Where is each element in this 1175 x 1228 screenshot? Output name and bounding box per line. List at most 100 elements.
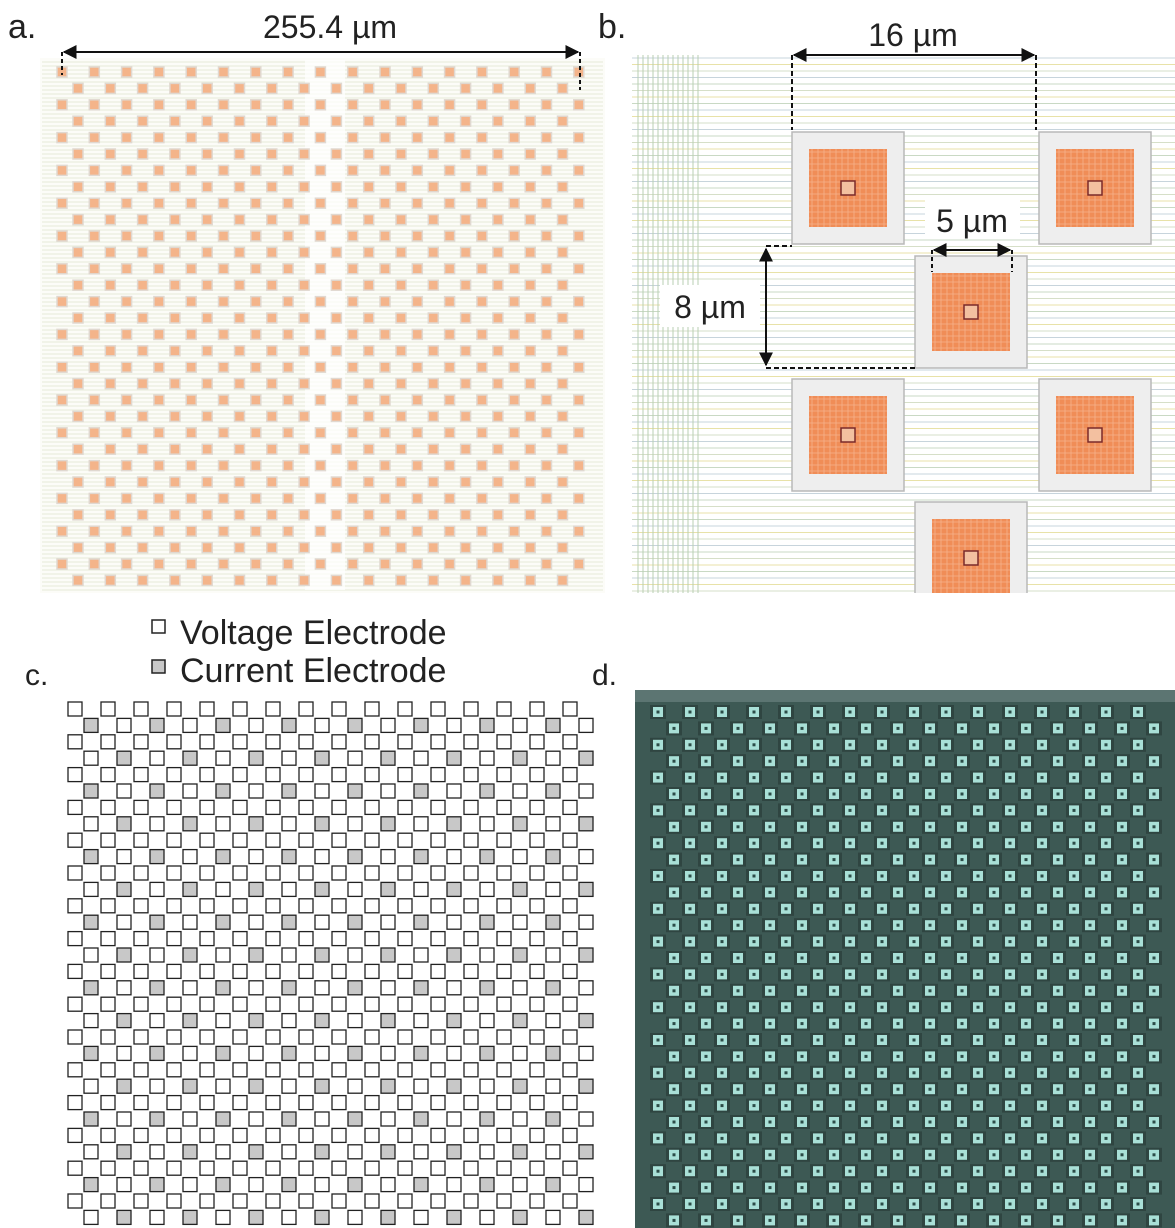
via	[945, 842, 948, 845]
via	[1025, 1219, 1028, 1222]
voltage-electrode	[315, 915, 329, 929]
current-electrode	[150, 1046, 164, 1060]
electrode-pad	[202, 247, 212, 257]
current-electrode	[315, 1014, 329, 1028]
via	[1121, 1121, 1124, 1124]
current-electrode	[348, 1046, 362, 1060]
electrode-pad	[558, 575, 568, 585]
voltage-electrode	[546, 1145, 560, 1159]
electrode-pad	[267, 116, 277, 126]
current-electrode	[414, 1178, 428, 1192]
via	[897, 1055, 900, 1058]
current-electrode	[117, 882, 131, 896]
via	[737, 1121, 740, 1124]
electrode-pad	[89, 362, 99, 372]
electrode-pad	[509, 231, 519, 241]
via	[897, 727, 900, 730]
via	[817, 1137, 820, 1140]
electrode-pad	[380, 231, 390, 241]
via	[897, 989, 900, 992]
via	[801, 1219, 804, 1222]
electrode-pad	[315, 100, 325, 110]
via	[1025, 957, 1028, 960]
electrode-pad	[396, 182, 406, 192]
via	[865, 989, 868, 992]
voltage-electrode	[233, 997, 247, 1011]
voltage-electrode	[414, 882, 428, 896]
voltage-electrode	[398, 833, 412, 847]
electrode-pad	[235, 346, 245, 356]
via	[1121, 989, 1124, 992]
voltage-electrode	[398, 1063, 412, 1077]
voltage-electrode	[200, 800, 214, 814]
via	[737, 989, 740, 992]
electrode-pad	[89, 198, 99, 208]
via	[1105, 711, 1108, 714]
via	[897, 957, 900, 960]
electrode-pad	[73, 247, 83, 257]
via	[961, 1219, 964, 1222]
via	[1073, 940, 1076, 943]
via	[785, 711, 788, 714]
via	[1121, 793, 1124, 796]
electrode-pad	[89, 264, 99, 274]
via	[1041, 842, 1044, 845]
voltage-electrode	[200, 735, 214, 749]
voltage-electrode	[563, 1194, 577, 1208]
electrode-pad	[315, 559, 325, 569]
voltage-electrode	[530, 1161, 544, 1175]
via	[705, 793, 708, 796]
electrode-pad	[57, 165, 67, 175]
electrode-pad	[186, 461, 196, 471]
via	[817, 1071, 820, 1074]
via	[993, 1121, 996, 1124]
voltage-electrode	[464, 1096, 478, 1110]
electrode-pad	[380, 395, 390, 405]
electrode-pad	[542, 100, 552, 110]
electrode-pad	[493, 83, 503, 93]
electrode-pad	[57, 231, 67, 241]
electrode-pad	[122, 198, 132, 208]
voltage-electrode	[579, 784, 593, 798]
voltage-electrode	[134, 833, 148, 847]
via	[1105, 743, 1108, 746]
voltage-electrode	[68, 1194, 82, 1208]
electrode-pad	[396, 379, 406, 389]
electrode-pad	[428, 215, 438, 225]
voltage-electrode	[134, 1194, 148, 1208]
voltage-electrode	[332, 800, 346, 814]
via	[673, 924, 676, 927]
via	[657, 1006, 660, 1009]
voltage-electrode	[579, 850, 593, 864]
electrode-pad	[105, 444, 115, 454]
voltage-electrode	[200, 768, 214, 782]
legend-entry: Current Electrode	[180, 652, 446, 690]
via	[897, 1022, 900, 1025]
voltage-electrode	[233, 1128, 247, 1142]
voltage-electrode	[530, 1096, 544, 1110]
voltage-electrode	[68, 768, 82, 782]
voltage-electrode	[315, 1046, 329, 1060]
voltage-electrode	[497, 1030, 511, 1044]
voltage-electrode	[266, 899, 280, 913]
via	[657, 1137, 660, 1140]
electrode-pad	[542, 395, 552, 405]
via	[961, 1022, 964, 1025]
electrode-pad	[477, 395, 487, 405]
electrode-pad	[574, 428, 584, 438]
voltage-electrode	[200, 866, 214, 880]
voltage-electrode	[299, 1194, 313, 1208]
current-electrode	[117, 1014, 131, 1028]
voltage-electrode	[117, 850, 131, 864]
via	[945, 1137, 948, 1140]
via	[737, 858, 740, 861]
voltage-electrode	[134, 1128, 148, 1142]
electrode-pad	[348, 395, 358, 405]
voltage-electrode	[200, 1096, 214, 1110]
electrode-pad	[364, 116, 374, 126]
current-electrode	[348, 718, 362, 732]
voltage-electrode	[497, 899, 511, 913]
via	[801, 825, 804, 828]
electrode-pad	[477, 428, 487, 438]
voltage-electrode	[381, 784, 395, 798]
